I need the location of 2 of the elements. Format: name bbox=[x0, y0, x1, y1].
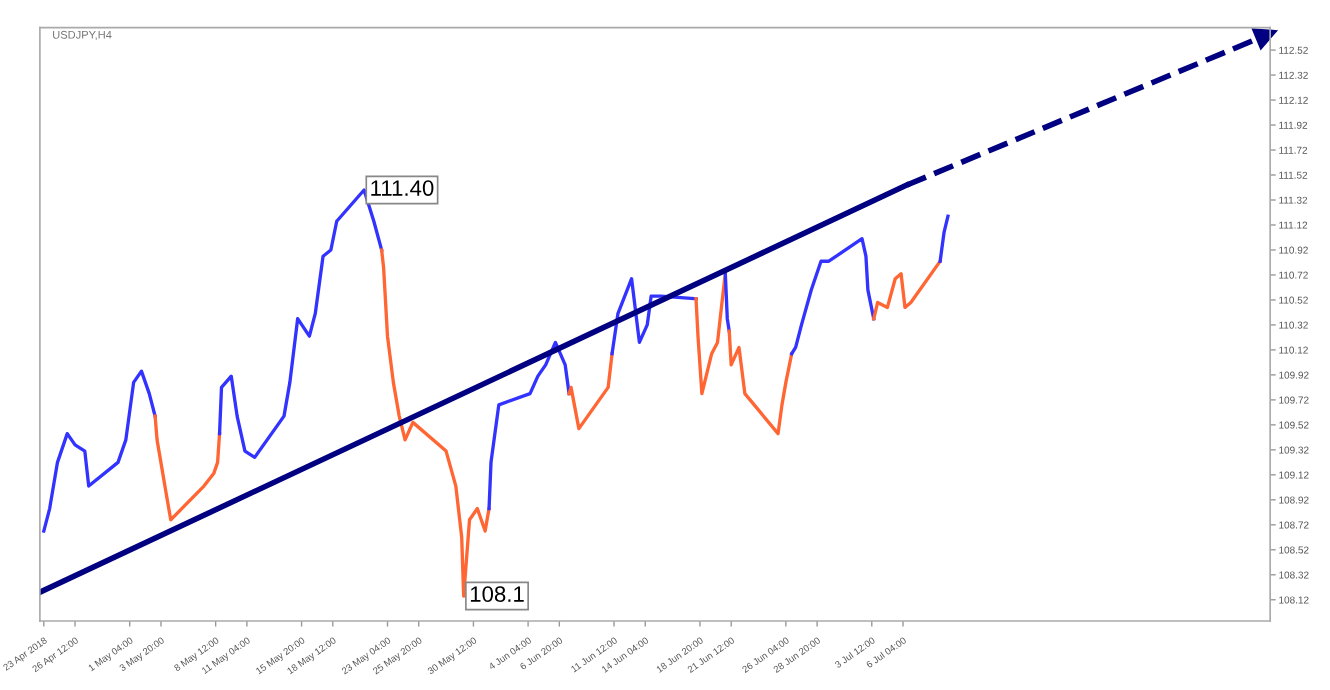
annotation: 108.1 bbox=[470, 586, 524, 602]
annotation: 111.40 bbox=[371, 180, 434, 196]
